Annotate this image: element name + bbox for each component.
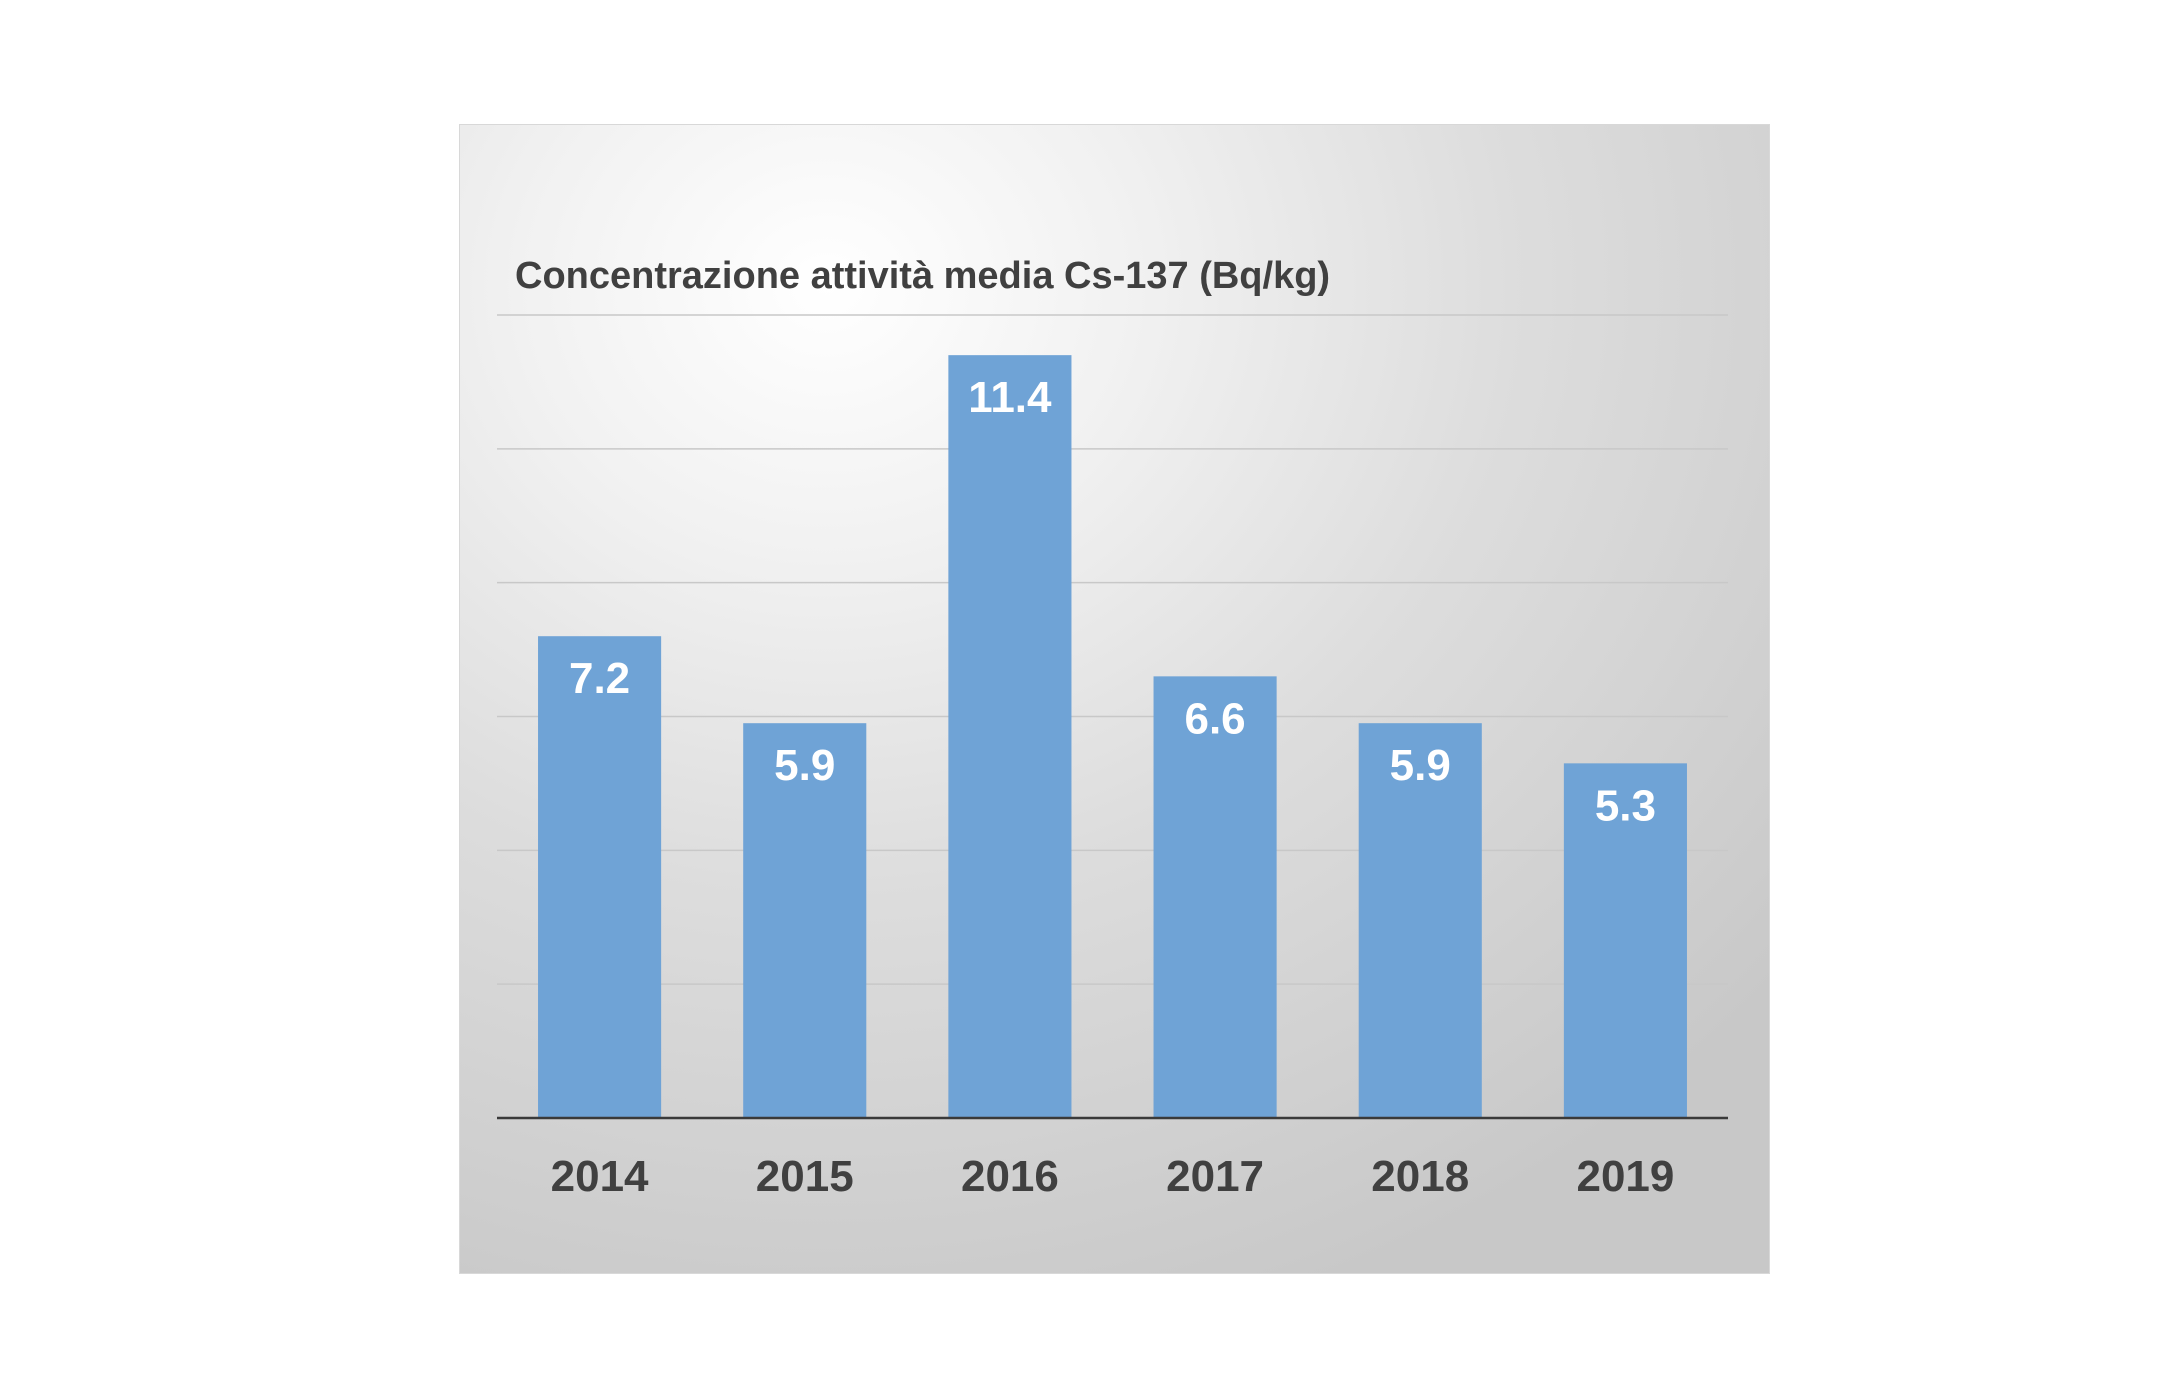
x-tick-label-2017: 2017 xyxy=(1166,1152,1264,1201)
bar-2017 xyxy=(1153,676,1277,1118)
data-label-2019: 5.3 xyxy=(1595,781,1656,830)
data-label-2016: 11.4 xyxy=(968,373,1052,422)
data-label-2018: 5.9 xyxy=(1390,741,1451,790)
x-tick-labels: 2014 2015 2016 2017 2018 2019 xyxy=(551,1152,1675,1201)
x-tick-label-2019: 2019 xyxy=(1576,1152,1674,1201)
bar-2015 xyxy=(743,723,867,1118)
gridlines xyxy=(497,314,1728,985)
data-label-2015: 5.9 xyxy=(774,741,835,790)
data-label-2014: 7.2 xyxy=(569,654,630,703)
chart-title: Concentrazione attività media Cs-137 (Bq… xyxy=(515,255,1330,297)
data-label-2017: 6.6 xyxy=(1184,694,1245,743)
x-tick-label-2018: 2018 xyxy=(1371,1152,1469,1201)
x-tick-label-2014: 2014 xyxy=(551,1152,649,1201)
bar-2014 xyxy=(538,636,662,1118)
x-tick-label-2016: 2016 xyxy=(961,1152,1059,1201)
data-labels: 7.2 5.9 11.4 6.6 5.9 5.3 xyxy=(569,373,1656,830)
bar-2018 xyxy=(1358,723,1482,1118)
x-tick-label-2015: 2015 xyxy=(756,1152,854,1201)
bar-2016 xyxy=(948,355,1072,1118)
bar-2019 xyxy=(1563,763,1687,1118)
chart-panel: Concentrazione attività media Cs-137 (Bq… xyxy=(459,124,1770,1274)
bar-chart: Concentrazione attività media Cs-137 (Bq… xyxy=(497,255,1728,1201)
bars xyxy=(538,355,1687,1118)
